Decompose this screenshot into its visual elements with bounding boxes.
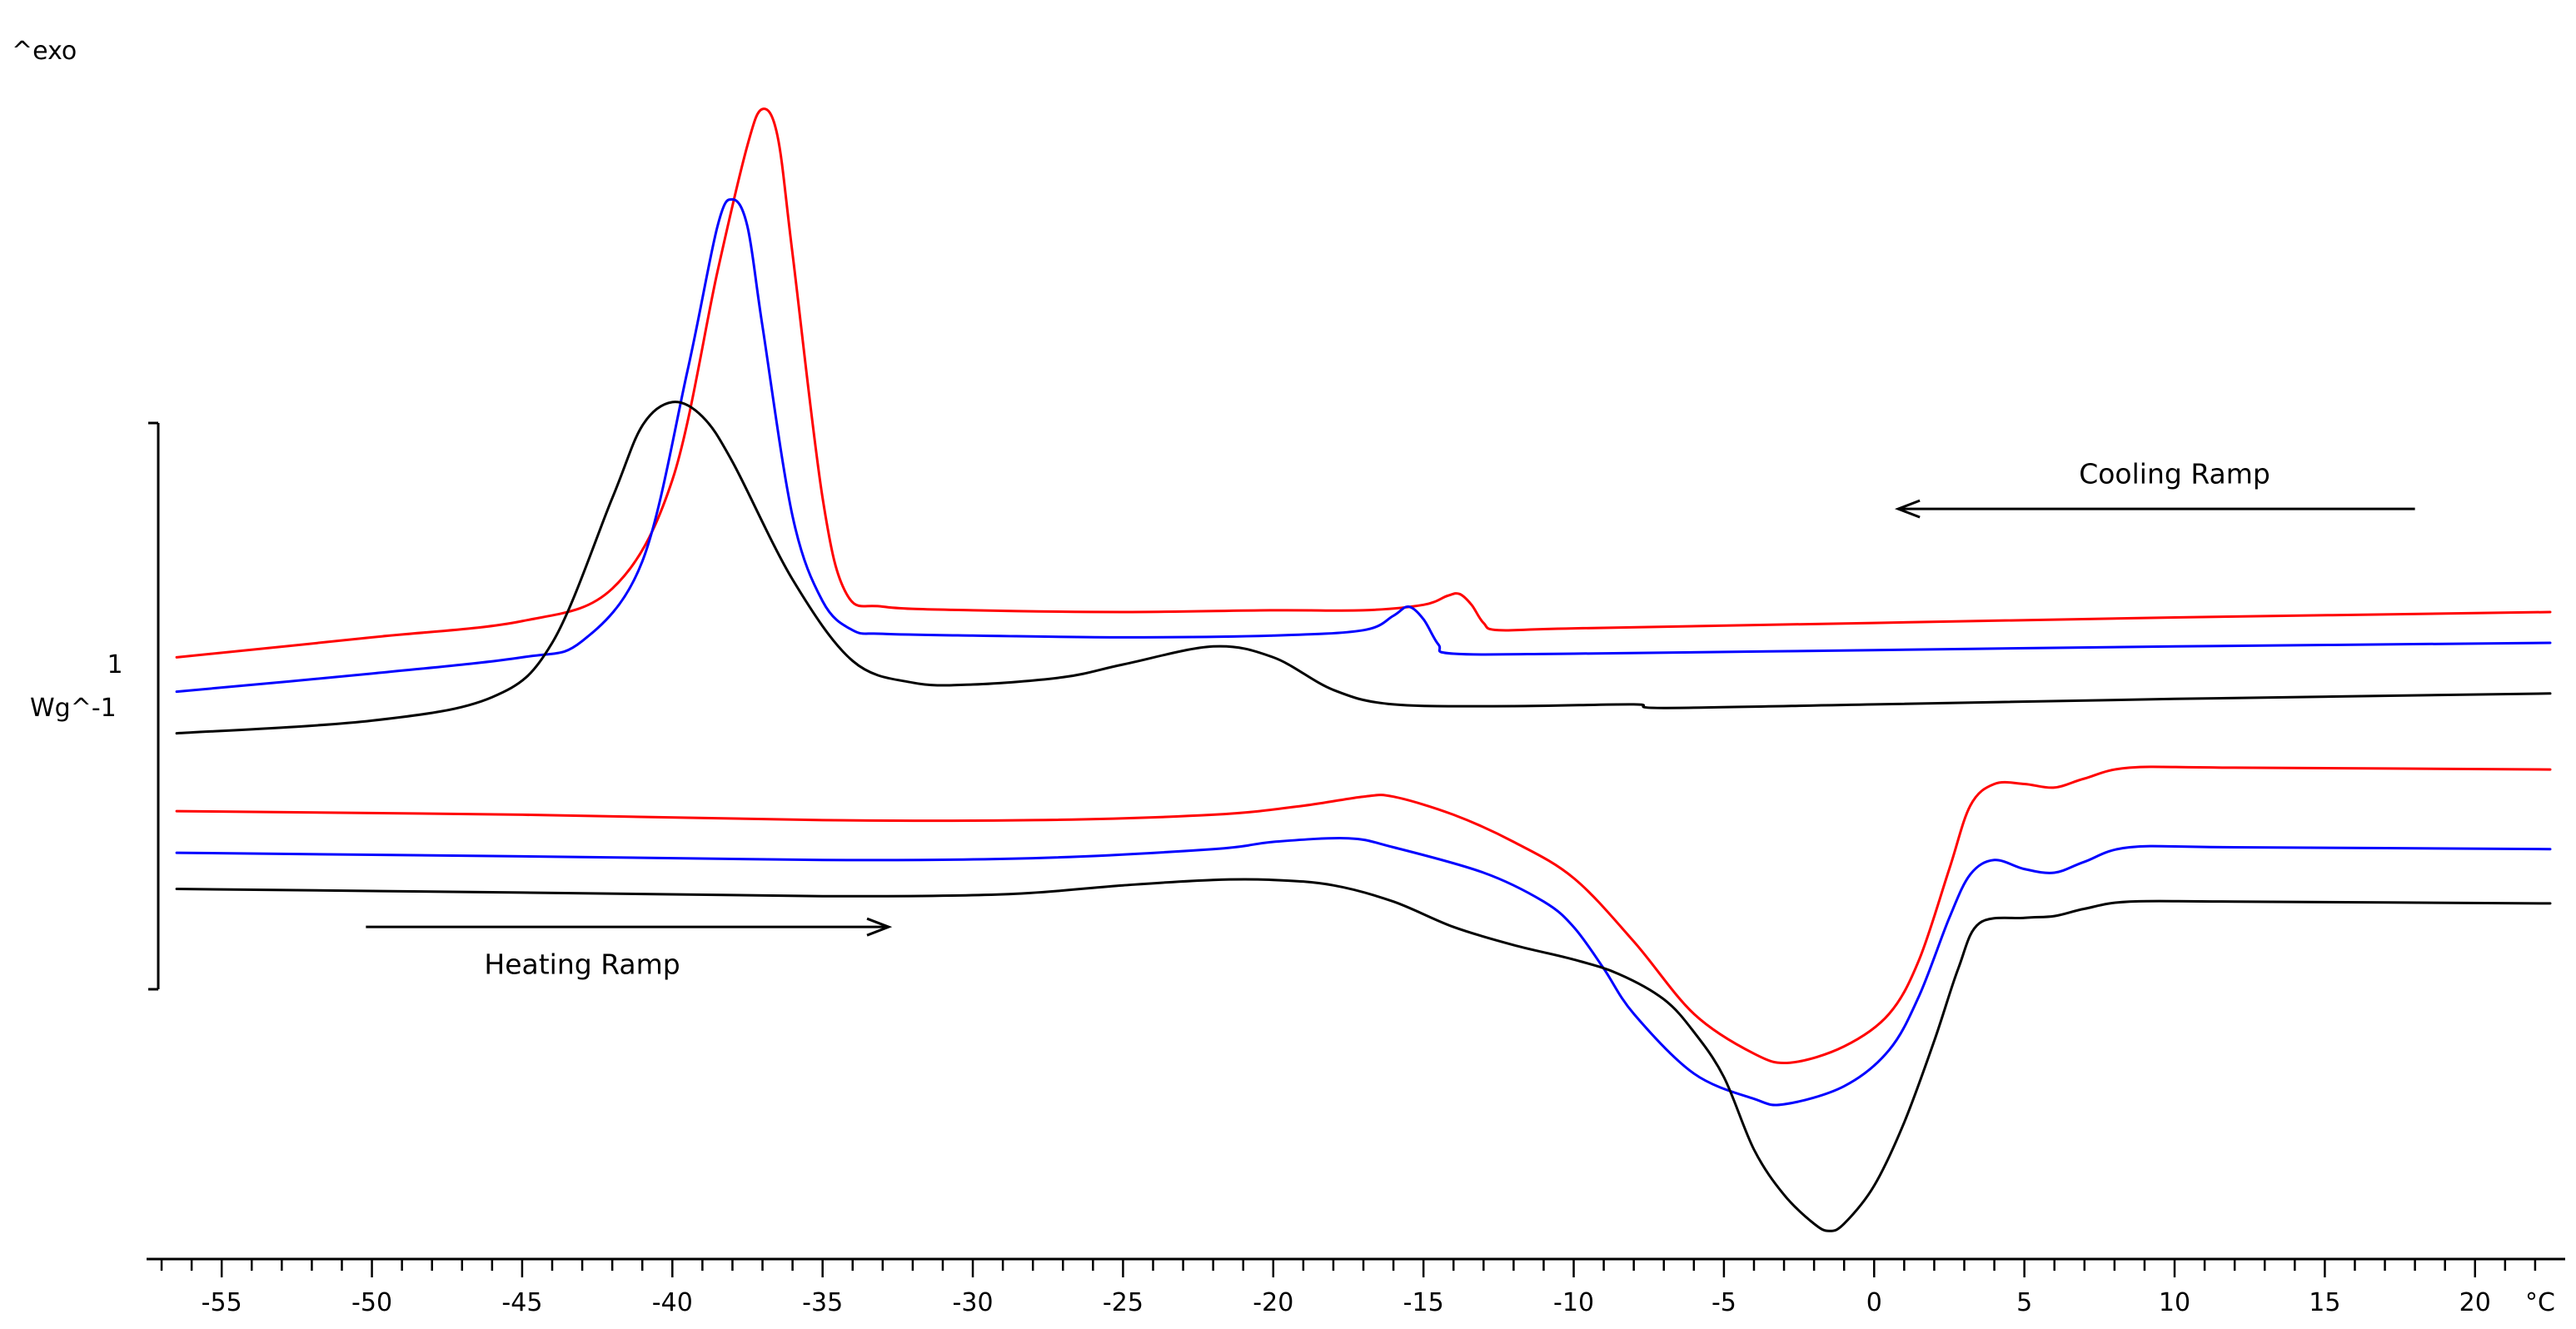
series-heating-black (175, 878, 2552, 1232)
series-cooling-red (175, 107, 2552, 659)
x-tick-label: -35 (802, 1288, 843, 1317)
x-tick-label: -5 (1712, 1288, 1736, 1317)
x-tick-label: -30 (953, 1288, 994, 1317)
scale-bar-value: 1 (107, 650, 122, 679)
annotation-heating-ramp: Heating Ramp (366, 917, 893, 981)
x-tick-label: -45 (501, 1288, 542, 1317)
x-tick-label: 15 (2309, 1288, 2340, 1317)
x-tick-label: -10 (1553, 1288, 1594, 1317)
series-heating-red (175, 765, 2552, 1065)
annotation-label: Cooling Ramp (2079, 458, 2270, 490)
annotation-arrow-head (1894, 499, 1921, 519)
x-tick-label: 5 (2016, 1288, 2032, 1317)
annotation-cooling-ramp: Cooling Ramp (1894, 458, 2415, 519)
x-axis-unit: °C (2525, 1288, 2555, 1317)
x-axis-ticks (160, 1259, 2537, 1277)
annotation-layer: Cooling Ramp Heating Ramp (366, 458, 2415, 981)
x-axis: -55 -50 -45 -40 -35 -30 -25 -20 -15 -10 -5 0 5 10 15 20… (147, 1257, 2565, 1317)
x-tick-label: -20 (1253, 1288, 1293, 1317)
scale-bar-unit: Wg^-1 (30, 694, 117, 723)
x-tick-label: -55 (202, 1288, 242, 1317)
x-tick-label: 0 (1866, 1288, 1882, 1317)
x-tick-label: -40 (652, 1288, 693, 1317)
series-heating-blue (175, 836, 2552, 1107)
x-tick-label: -25 (1103, 1288, 1144, 1317)
x-tick-label: -15 (1403, 1288, 1444, 1317)
series-layer (175, 107, 2552, 1232)
series-cooling-blue (175, 197, 2552, 694)
annotation-arrow-head (866, 917, 893, 937)
x-tick-label: 10 (2159, 1288, 2190, 1317)
scale-bar: 1 Wg^-1 (30, 421, 160, 991)
x-tick-label: -50 (351, 1288, 392, 1317)
x-axis-tick-labels: -55 -50 -45 -40 -35 -30 -25 -20 -15 -10 -5 0 5 10 15 20 (202, 1288, 2491, 1317)
series-cooling-black (175, 401, 2552, 735)
y-axis-top-label: ^exo (12, 37, 77, 66)
x-tick-label: 20 (2459, 1288, 2491, 1317)
annotation-label: Heating Ramp (484, 948, 680, 981)
